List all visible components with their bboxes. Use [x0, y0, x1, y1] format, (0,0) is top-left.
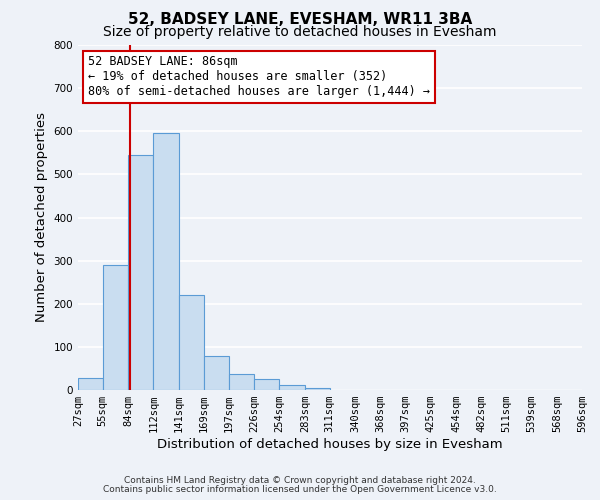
Bar [128, 155, 153, 390]
Bar [153, 134, 179, 390]
Bar [78, 378, 103, 390]
Text: 52, BADSEY LANE, EVESHAM, WR11 3BA: 52, BADSEY LANE, EVESHAM, WR11 3BA [128, 12, 472, 28]
Y-axis label: Number of detached properties: Number of detached properties [35, 112, 48, 322]
Bar [179, 295, 204, 390]
Text: Contains public sector information licensed under the Open Government Licence v3: Contains public sector information licen… [103, 484, 497, 494]
Text: 52 BADSEY LANE: 86sqm
← 19% of detached houses are smaller (352)
80% of semi-det: 52 BADSEY LANE: 86sqm ← 19% of detached … [88, 56, 430, 98]
Text: Size of property relative to detached houses in Evesham: Size of property relative to detached ho… [103, 25, 497, 39]
Bar [254, 379, 279, 390]
Bar [229, 374, 254, 390]
X-axis label: Distribution of detached houses by size in Evesham: Distribution of detached houses by size … [157, 438, 503, 451]
Bar [103, 265, 128, 390]
Bar [204, 356, 229, 390]
Bar [279, 385, 305, 390]
Text: Contains HM Land Registry data © Crown copyright and database right 2024.: Contains HM Land Registry data © Crown c… [124, 476, 476, 485]
Bar [305, 388, 329, 390]
